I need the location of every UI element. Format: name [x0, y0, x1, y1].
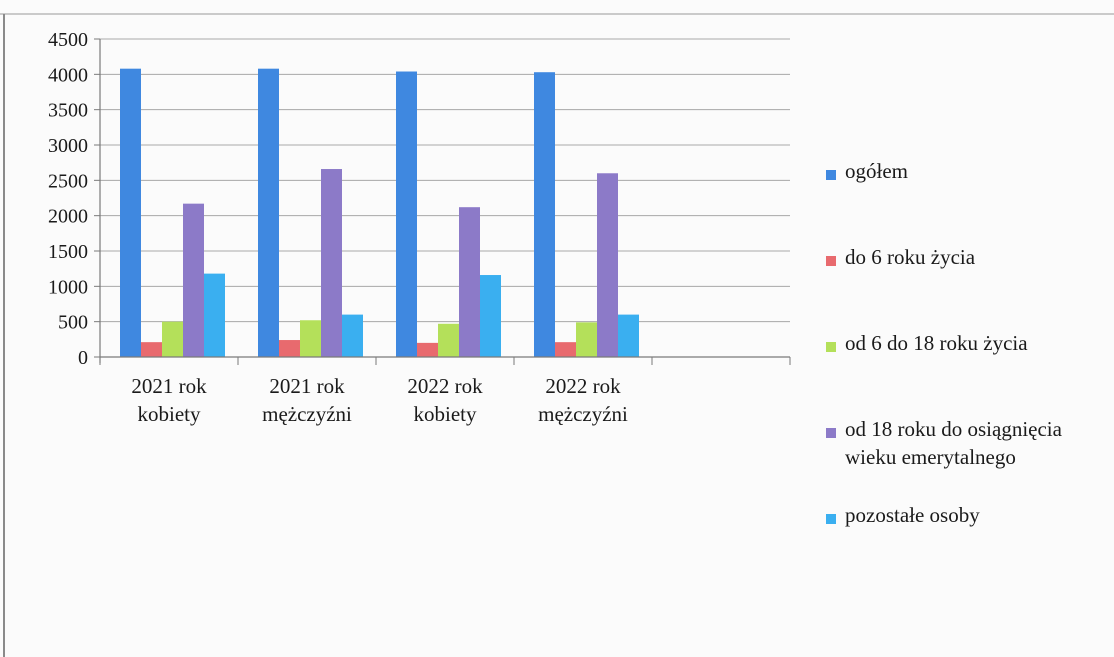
legend-entry-label: wieku emerytalnego — [845, 445, 1016, 469]
y-tick-label: 1500 — [48, 241, 88, 263]
y-axis-tick-labels: 0 500 1000 1500 2000 2500 3000 3500 4000 4500 — [48, 29, 88, 369]
y-tick-label: 1000 — [48, 276, 88, 298]
bar — [417, 342, 438, 357]
y-tick-label: 0 — [78, 347, 88, 369]
bar — [459, 207, 480, 357]
bar — [576, 322, 597, 357]
legend-entry-label: od 6 do 18 roku życia — [845, 331, 1028, 355]
bar — [141, 342, 162, 357]
x-category-label: kobiety — [138, 402, 201, 426]
y-tick-label: 4000 — [48, 64, 88, 86]
bar — [534, 72, 555, 358]
bar — [480, 275, 501, 357]
bar — [300, 320, 321, 357]
y-tick-label: 3000 — [48, 135, 88, 157]
y-tick-label: 3500 — [48, 100, 88, 122]
x-category-label: 2021 rok — [131, 374, 207, 398]
legend-swatch — [826, 514, 836, 524]
y-tick-label: 2000 — [48, 206, 88, 228]
legend-entry-label: do 6 roku życia — [845, 245, 976, 269]
x-category-label: 2022 rok — [407, 374, 483, 398]
y-tick-label: 500 — [58, 312, 88, 334]
y-tick-label: 2500 — [48, 170, 88, 192]
bar — [396, 71, 417, 358]
x-category-label: mężczyźni — [538, 402, 628, 426]
legend-swatch — [826, 170, 836, 180]
legend-entry-label: ogółem — [845, 159, 908, 183]
bar — [321, 169, 342, 357]
legend-swatch — [826, 256, 836, 266]
x-category-label: kobiety — [414, 402, 477, 426]
bar — [438, 323, 459, 357]
legend-entry-label: pozostałe osoby — [845, 503, 980, 527]
x-category-label: mężczyźni — [262, 402, 352, 426]
axes — [94, 38, 791, 365]
x-category-label: 2021 rok — [269, 374, 345, 398]
bar — [162, 321, 183, 357]
bar — [597, 173, 618, 357]
bar — [120, 68, 141, 358]
bar — [204, 273, 225, 357]
legend-swatch — [826, 428, 836, 438]
x-axis-category-labels: 2021 rok kobiety 2021 rok mężczyźni 2022 rok… — [131, 374, 628, 426]
bar — [555, 342, 576, 357]
bar — [342, 314, 363, 357]
bar — [279, 340, 300, 357]
bar — [258, 68, 279, 358]
bar — [183, 203, 204, 357]
bars — [120, 68, 639, 358]
bar — [618, 314, 639, 357]
legend: ogółem do 6 roku życia od 6 do 18 roku życ… — [826, 159, 1063, 527]
y-tick-label: 4500 — [48, 29, 88, 51]
legend-entry-label: od 18 roku do osiągnięcia — [845, 417, 1063, 441]
x-category-label: 2022 rok — [545, 374, 621, 398]
legend-swatch — [826, 342, 836, 352]
